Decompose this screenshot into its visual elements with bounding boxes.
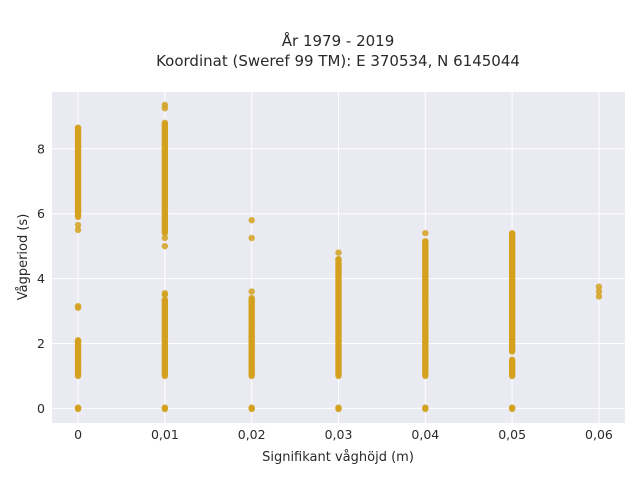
data-point: [74, 124, 82, 131]
data-point: [508, 356, 516, 363]
x-tick-label: 0,03: [325, 427, 353, 442]
data-point: [595, 288, 603, 295]
x-tick-label: 0,06: [585, 427, 613, 442]
y-tick-label: 2: [37, 336, 45, 351]
data-point: [595, 293, 603, 300]
x-axis-label: Signifikant våghöjd (m): [262, 450, 414, 465]
data-point: [161, 234, 169, 242]
x-tick-labels: 0 0,01 0,02 0,03 0,04 0,05 0,06: [74, 427, 613, 442]
y-axis-label: Vågperiod (s): [16, 214, 31, 301]
data-point: [161, 242, 169, 250]
y-tick-label: 6: [37, 206, 45, 221]
data-point: [161, 289, 169, 297]
x-tick-label: 0: [74, 427, 82, 442]
data-point: [508, 229, 516, 237]
data-point: [422, 238, 429, 245]
data-point: [161, 296, 169, 303]
data-point: [335, 255, 342, 263]
data-point: [74, 337, 82, 344]
data-point: [335, 404, 342, 411]
x-tick-label: 0,01: [151, 427, 179, 442]
data-point: [508, 404, 516, 411]
data-point: [595, 283, 603, 290]
data-point: [422, 404, 429, 411]
y-tick-label: 4: [37, 271, 45, 286]
chart-title: År 1979 - 2019: [282, 31, 395, 50]
data-point: [248, 216, 255, 224]
chart-subtitle: Koordinat (Sweref 99 TM): E 370534, N 61…: [156, 52, 520, 70]
data-points: [74, 101, 603, 413]
data-point: [422, 229, 429, 237]
data-point: [248, 404, 255, 411]
data-point: [161, 404, 169, 411]
y-tick-labels: 0 2 4 6 8: [37, 141, 45, 416]
y-tick-label: 8: [37, 141, 45, 156]
data-point: [161, 101, 169, 109]
x-tick-label: 0,05: [498, 427, 526, 442]
data-point: [335, 249, 342, 256]
data-point: [74, 221, 82, 229]
data-point: [248, 234, 255, 242]
data-point: [74, 404, 82, 411]
data-point: [74, 226, 82, 234]
x-tick-label: 0,04: [411, 427, 439, 442]
y-tick-label: 0: [37, 401, 45, 416]
data-point: [248, 288, 255, 295]
data-point: [161, 119, 169, 127]
data-point: [248, 294, 255, 302]
data-point: [74, 302, 82, 310]
x-tick-label: 0,02: [238, 427, 266, 442]
